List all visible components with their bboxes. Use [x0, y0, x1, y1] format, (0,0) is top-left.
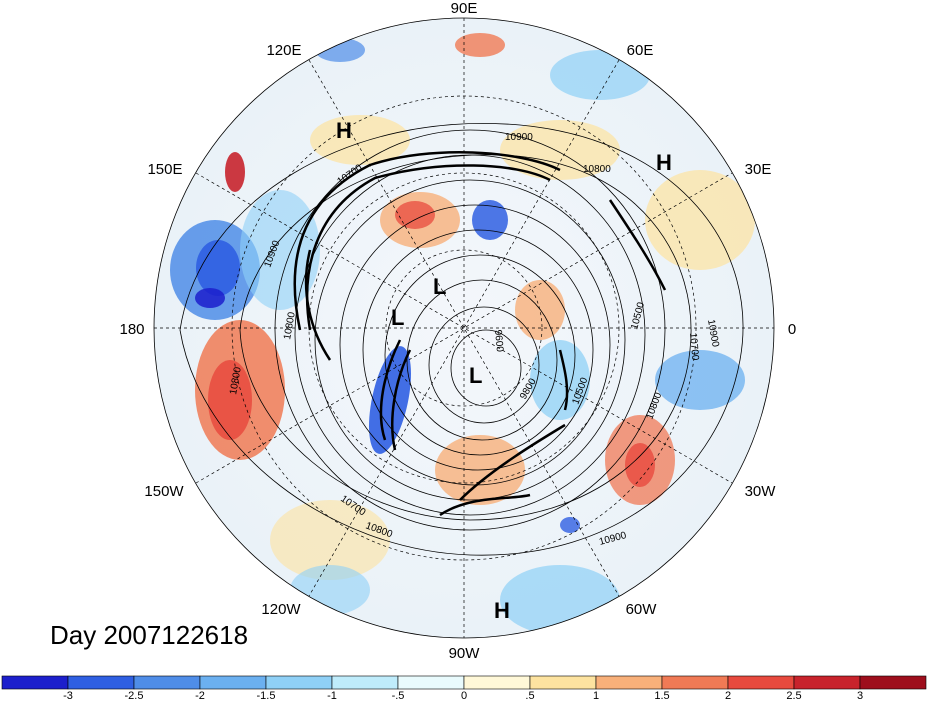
lon-label-150e: 150E	[147, 161, 182, 178]
colorbar-swatch	[661, 675, 729, 690]
colorbar-tick-label: -1	[327, 690, 337, 702]
anomaly-field	[170, 33, 755, 635]
high-pressure-marker: H	[336, 118, 352, 143]
colorbar-swatch	[331, 675, 399, 690]
colorbar-tick-label: 2.5	[786, 690, 801, 702]
low-pressure-marker: L	[391, 305, 404, 330]
colorbar-tick-label: 0	[461, 690, 467, 702]
colorbar-tick-label: -3	[63, 690, 73, 702]
colorbar-tick-label: -2.5	[125, 690, 144, 702]
lon-label-150w: 150W	[144, 483, 184, 500]
low-pressure-marker: L	[433, 274, 446, 299]
colorbar-tick-label: 1.5	[654, 690, 669, 702]
contour-label: 9600	[492, 329, 505, 353]
colorbar-swatch	[397, 675, 465, 690]
contour-label: 10800	[583, 164, 611, 175]
colorbar-swatch	[595, 675, 663, 690]
contour-label: 10800	[228, 366, 244, 396]
colorbar-swatch	[859, 675, 927, 690]
lon-label-30w: 30W	[745, 483, 777, 500]
lon-label-90w: 90W	[449, 645, 481, 662]
colorbar-swatch	[265, 675, 333, 690]
colorbar-swatch	[463, 675, 531, 690]
colorbar-tick-label: .5	[525, 690, 534, 702]
contour-label: 10900	[705, 319, 721, 349]
lon-label-90e: 90E	[451, 0, 478, 17]
colorbar-tick-label: -.5	[392, 690, 405, 702]
lon-label-120e: 120E	[266, 42, 301, 59]
colorbar-tick-label: -2	[195, 690, 205, 702]
low-pressure-marker: L	[469, 363, 482, 388]
colorbar-swatch	[727, 675, 795, 690]
colorbar: -3 -2.5 -2 -1.5 -1 -.5 0 .5 1 1.5 2 2.5 3	[1, 675, 927, 702]
lon-label-30e: 30E	[745, 161, 772, 178]
colorbar-swatch	[133, 675, 201, 690]
graticule	[154, 18, 774, 638]
lon-label-60e: 60E	[627, 42, 654, 59]
date-label: Day 2007122618	[50, 620, 249, 650]
height-contours	[179, 123, 744, 556]
lon-label-60w: 60W	[626, 601, 658, 618]
contour-label: 10700	[687, 332, 700, 361]
contour-label: 10800	[282, 311, 298, 341]
colorbar-tick-label: 3	[857, 690, 863, 702]
lon-label-120w: 120W	[261, 601, 301, 618]
lon-label-180: 180	[119, 321, 144, 338]
colorbar-swatch	[793, 675, 861, 690]
colorbar-tick-label: 1	[593, 690, 599, 702]
lon-label-0: 0	[788, 321, 796, 338]
high-pressure-marker: H	[494, 598, 510, 623]
colorbar-tick-label: 2	[725, 690, 731, 702]
colorbar-swatch	[1, 675, 69, 690]
colorbar-tick-label: -1.5	[257, 690, 276, 702]
colorbar-swatch	[529, 675, 597, 690]
contour-label: 10900	[505, 132, 533, 143]
colorbar-swatch	[199, 675, 267, 690]
colorbar-swatch	[67, 675, 135, 690]
high-pressure-marker: H	[656, 150, 672, 175]
